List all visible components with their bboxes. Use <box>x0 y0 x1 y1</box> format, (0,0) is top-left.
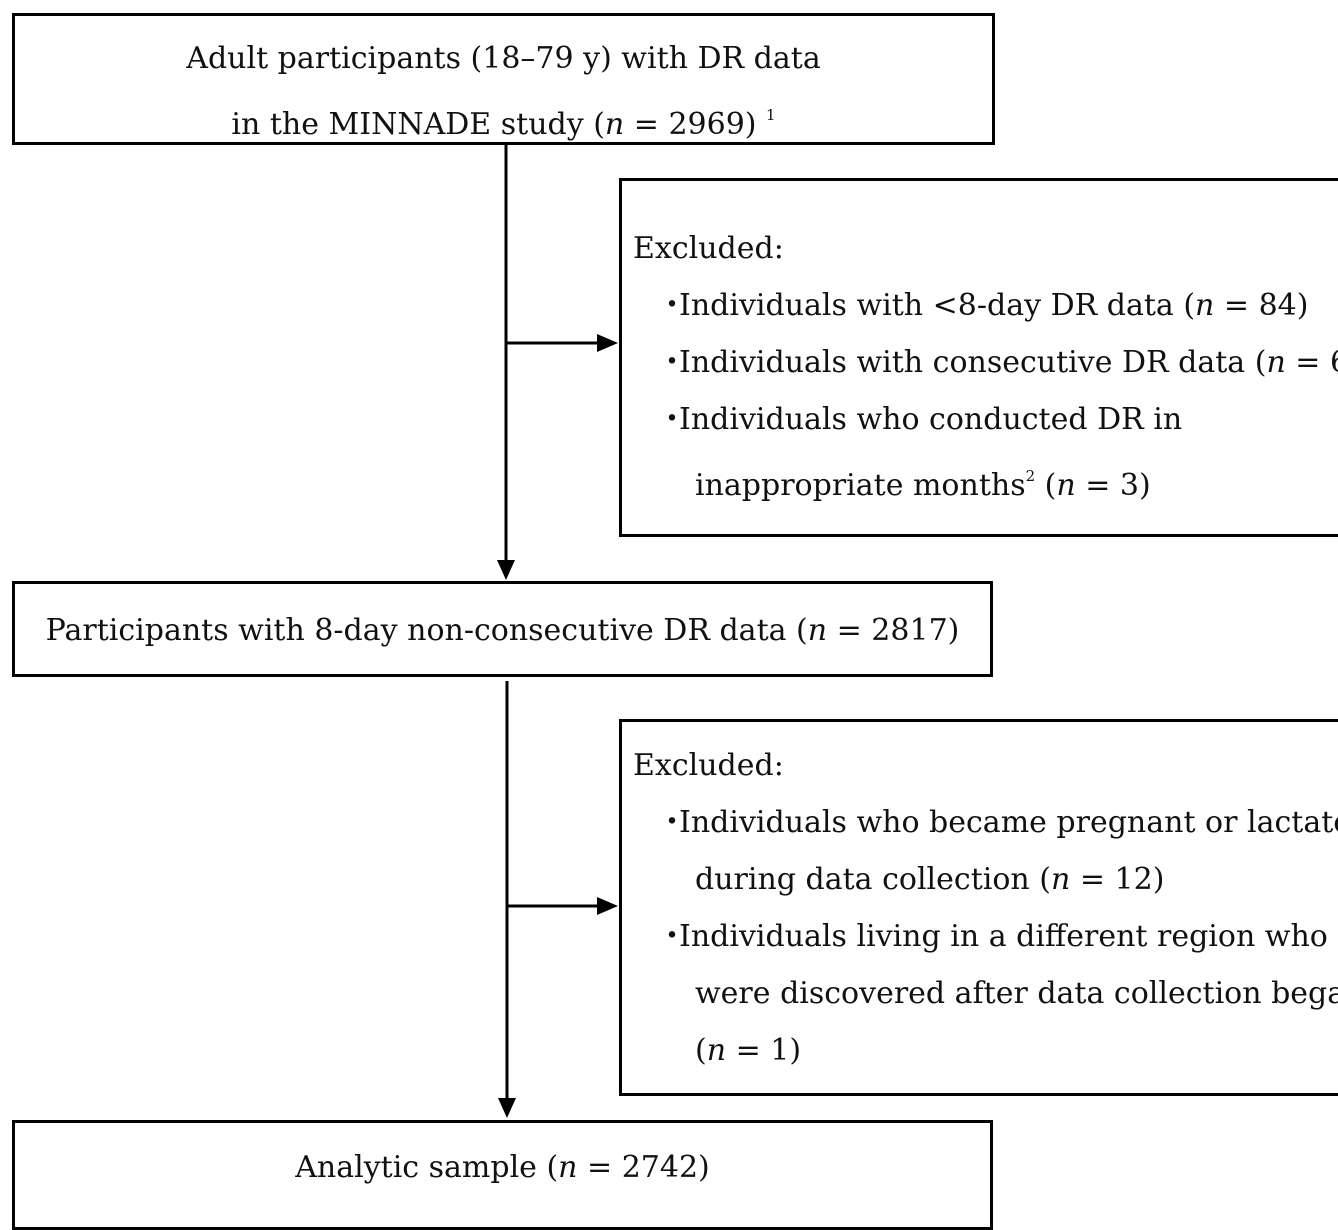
exclusion2-item-2: ・Individuals living in a different regio… <box>633 908 1338 965</box>
footnote-marker-1: 1 <box>766 106 776 124</box>
footnote-marker-2: 2 <box>1025 467 1036 485</box>
n-symbol: n <box>604 107 625 142</box>
box-exclusion-2: Excluded: ・Individuals who became pregna… <box>619 719 1338 1096</box>
exclusion1-item-1: ・Individuals with <8-day DR data (n = 84… <box>633 277 1338 334</box>
exclusion2-item-2-continued: were discovered after data collection be… <box>695 976 1338 1011</box>
box-initial-participants: Adult participants (18–79 y) with DR dat… <box>12 13 995 145</box>
exclusion2-heading: Excluded: <box>633 748 784 783</box>
exclusion1-item-3-continued: inappropriate months2 (n = 3) <box>695 467 1151 503</box>
bullet-icon: ・ <box>657 345 687 380</box>
exclusion2-item-1: ・Individuals who became pregnant or lact… <box>633 794 1338 851</box>
box-exclusion-1: Excluded: ・Individuals with <8-day DR da… <box>619 178 1338 537</box>
exclusion1-item-3: ・Individuals who conducted DR in <box>633 391 1338 448</box>
bullet-icon: ・ <box>657 288 687 323</box>
exclusion1-item-2: ・Individuals with consecutive DR data (n… <box>633 334 1338 391</box>
initial-participants-line2: in the MINNADE study (n = 2969) 1 <box>231 106 776 142</box>
bullet-icon: ・ <box>657 805 687 840</box>
bullet-icon: ・ <box>657 402 687 437</box>
analytic-sample-text: Analytic sample (n = 2742) <box>295 1150 710 1185</box>
bullet-icon: ・ <box>657 919 687 954</box>
eligible-participants-text: Participants with 8-day non-consecutive … <box>45 613 960 648</box>
arrowhead-middle-to-bottom <box>498 1098 516 1118</box>
initial-participants-line1: Adult participants (18–79 y) with DR dat… <box>186 41 821 76</box>
arrowhead-top-to-middle <box>497 560 515 580</box>
box-eligible-participants: Participants with 8-day non-consecutive … <box>12 581 993 677</box>
arrowhead-exclusion1 <box>597 334 618 352</box>
arrowhead-exclusion2 <box>597 897 618 915</box>
exclusion2-item-1-continued: during data collection (n = 12) <box>695 862 1165 897</box>
exclusion1-heading: Excluded: <box>633 231 784 266</box>
box-analytic-sample: Analytic sample (n = 2742) <box>12 1120 993 1230</box>
exclusion2-item-2-continued-2: (n = 1) <box>695 1033 802 1068</box>
